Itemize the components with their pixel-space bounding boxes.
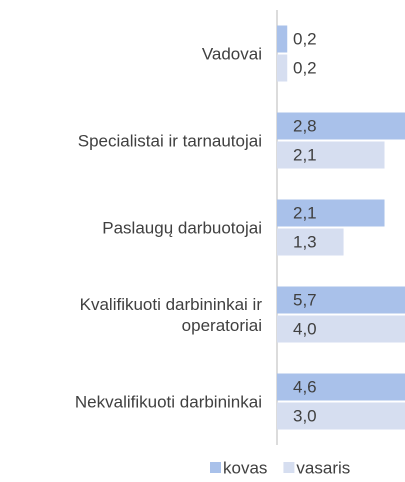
bar xyxy=(277,54,288,82)
legend-label: kovas xyxy=(223,458,267,477)
value-label: 2,1 xyxy=(293,145,317,164)
category-label: Specialistai ir tarnautojai xyxy=(77,131,262,150)
value-label: 5,7 xyxy=(293,290,317,309)
value-label: 4,0 xyxy=(293,319,317,338)
bar xyxy=(277,315,405,343)
bar xyxy=(277,199,385,227)
bar xyxy=(277,286,405,314)
bar xyxy=(277,141,385,169)
category-label: Vadovai xyxy=(201,44,262,63)
bar xyxy=(277,402,405,430)
value-label: 2,8 xyxy=(293,116,317,135)
legend-label: vasaris xyxy=(296,458,350,477)
bar xyxy=(277,112,405,140)
legend-swatch xyxy=(210,462,221,473)
value-label: 4,6 xyxy=(293,377,317,396)
value-label: 2,1 xyxy=(293,203,317,222)
bar xyxy=(277,373,405,401)
bar xyxy=(277,228,344,256)
legend-swatch xyxy=(283,462,295,473)
value-label: 0,2 xyxy=(293,29,317,48)
category-label: Kvalifikuoti darbininkai ir operatoriai xyxy=(79,294,262,335)
value-label: 0,2 xyxy=(293,58,317,77)
category-label: Paslaugų darbuotojai xyxy=(102,218,262,237)
bar xyxy=(277,25,288,53)
value-label: 3,0 xyxy=(293,406,317,425)
value-label: 1,3 xyxy=(293,232,317,251)
category-label: Nekvalifikuoti darbininkai xyxy=(74,392,262,411)
